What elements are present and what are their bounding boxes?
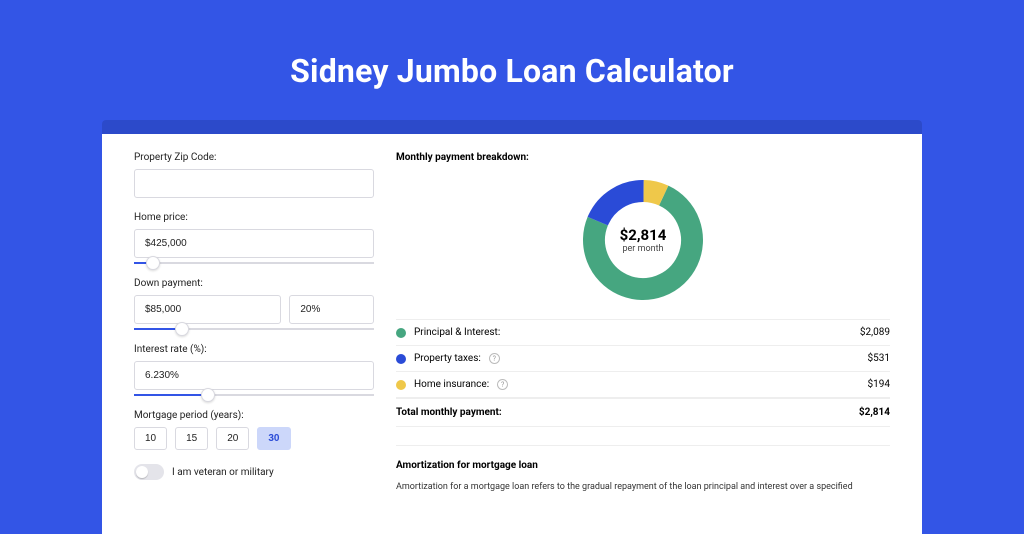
breakdown-dot	[396, 380, 406, 390]
home-price-slider-thumb[interactable]	[146, 256, 160, 270]
card-top-shadow	[102, 120, 922, 134]
interest-rate-slider[interactable]	[134, 394, 374, 396]
breakdown-dot	[396, 328, 406, 338]
down-payment-label: Down payment:	[134, 278, 374, 289]
down-payment-group: Down payment:	[134, 278, 374, 330]
mortgage-period-group: Mortgage period (years): 10 15 20 30	[134, 410, 374, 450]
breakdown-line-items: Principal & Interest: $2,089 Property taxe…	[396, 319, 890, 398]
breakdown-panel: Monthly payment breakdown: $2,814 per mo…	[396, 152, 890, 534]
down-payment-percent-input[interactable]	[289, 295, 374, 324]
amortization-title: Amortization for mortgage loan	[396, 460, 890, 471]
breakdown-item: Home insurance:? $194	[396, 371, 890, 398]
page-title: Sidney Jumbo Loan Calculator	[290, 52, 734, 90]
interest-rate-group: Interest rate (%):	[134, 344, 374, 396]
breakdown-chart: $2,814 per month	[396, 169, 890, 319]
veteran-switch[interactable]	[134, 464, 164, 480]
down-payment-amount-input[interactable]	[134, 295, 281, 324]
amortization-text: Amortization for a mortgage loan refers …	[396, 481, 890, 495]
breakdown-item-label: Property taxes:	[414, 353, 481, 364]
breakdown-item-value: $531	[868, 353, 890, 364]
home-price-input[interactable]	[134, 229, 374, 258]
total-label: Total monthly payment:	[396, 407, 502, 418]
down-payment-slider-thumb[interactable]	[175, 322, 189, 336]
breakdown-dot	[396, 354, 406, 364]
zip-label: Property Zip Code:	[134, 152, 374, 163]
form-panel: Property Zip Code: Home price: Down paym…	[134, 152, 374, 534]
mortgage-period-option-15[interactable]: 15	[175, 427, 208, 450]
home-price-slider[interactable]	[134, 262, 374, 264]
mortgage-period-label: Mortgage period (years):	[134, 410, 374, 421]
donut-center: $2,814 per month	[582, 179, 704, 301]
amortization-block: Amortization for mortgage loan Amortizat…	[396, 445, 890, 495]
donut-center-amount: $2,814	[620, 226, 667, 244]
zip-field-group: Property Zip Code:	[134, 152, 374, 198]
mortgage-period-options: 10 15 20 30	[134, 427, 374, 450]
veteran-toggle-row: I am veteran or military	[134, 464, 374, 480]
mortgage-period-option-10[interactable]: 10	[134, 427, 167, 450]
mortgage-period-option-20[interactable]: 20	[216, 427, 249, 450]
donut-chart: $2,814 per month	[582, 179, 704, 301]
breakdown-total-row: Total monthly payment: $2,814	[396, 398, 890, 427]
interest-rate-slider-thumb[interactable]	[201, 388, 215, 402]
donut-center-sub: per month	[622, 244, 663, 254]
breakdown-item-value: $2,089	[860, 327, 890, 338]
calculator-card: Property Zip Code: Home price: Down paym…	[102, 134, 922, 534]
interest-rate-input[interactable]	[134, 361, 374, 390]
home-price-group: Home price:	[134, 212, 374, 264]
breakdown-item: Property taxes:? $531	[396, 345, 890, 371]
breakdown-item: Principal & Interest: $2,089	[396, 319, 890, 345]
veteran-toggle-label: I am veteran or military	[172, 467, 274, 478]
breakdown-item-label: Home insurance:	[414, 379, 489, 390]
interest-rate-slider-fill	[134, 394, 208, 396]
home-price-label: Home price:	[134, 212, 374, 223]
zip-input[interactable]	[134, 169, 374, 198]
total-value: $2,814	[859, 407, 890, 418]
interest-rate-label: Interest rate (%):	[134, 344, 374, 355]
info-icon[interactable]: ?	[489, 353, 500, 364]
info-icon[interactable]: ?	[497, 379, 508, 390]
mortgage-period-option-30[interactable]: 30	[257, 427, 290, 450]
veteran-switch-knob	[136, 466, 148, 478]
down-payment-slider[interactable]	[134, 328, 374, 330]
breakdown-header: Monthly payment breakdown:	[396, 152, 890, 163]
breakdown-item-label: Principal & Interest:	[414, 327, 500, 338]
breakdown-item-value: $194	[868, 379, 890, 390]
